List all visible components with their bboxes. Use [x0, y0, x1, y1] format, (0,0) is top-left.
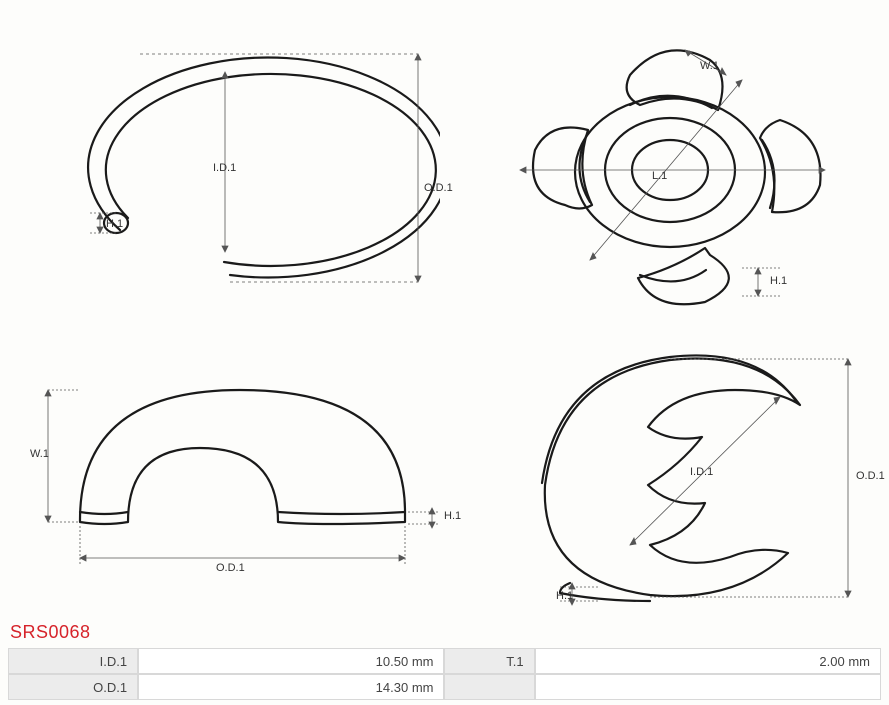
- label-h1-tr: H.1: [770, 275, 787, 287]
- table-row: O.D.1 14.30 mm: [8, 674, 881, 700]
- label-w1-bl: W.1: [30, 448, 49, 460]
- drawing-top-right: [480, 20, 880, 320]
- table-row: I.D.1 10.50 mm T.1 2.00 mm: [8, 648, 881, 674]
- spec-label: O.D.1: [8, 674, 138, 700]
- spec-label: T.1: [444, 648, 534, 674]
- label-od1-bl: O.D.1: [216, 562, 245, 574]
- label-id1-br: I.D.1: [690, 466, 713, 478]
- spec-label: [444, 674, 534, 700]
- part-code: SRS0068: [10, 622, 91, 643]
- spec-value: 10.50 mm: [138, 648, 444, 674]
- spec-label: I.D.1: [8, 648, 138, 674]
- label-l1-tr: L.1: [652, 170, 667, 182]
- spec-value: 14.30 mm: [138, 674, 444, 700]
- label-w1-tr: W.1: [700, 60, 719, 72]
- technical-drawings: O.D.1 I.D.1 H.1: [0, 0, 889, 615]
- spec-table: I.D.1 10.50 mm T.1 2.00 mm O.D.1 14.30 m…: [8, 648, 881, 700]
- label-od1-br: O.D.1: [856, 470, 885, 482]
- spec-value: 2.00 mm: [535, 648, 881, 674]
- label-id1-tl: I.D.1: [213, 162, 236, 174]
- label-h1-bl: H.1: [444, 510, 461, 522]
- label-od1-tl: O.D.1: [424, 182, 453, 194]
- label-h1-br: H.1: [556, 590, 573, 602]
- spec-value: [535, 674, 881, 700]
- label-h1-tl: H.1: [106, 218, 123, 230]
